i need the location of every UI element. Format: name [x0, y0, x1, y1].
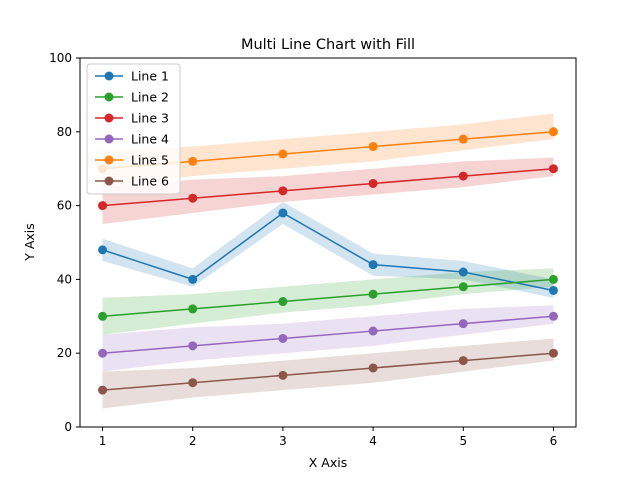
legend-swatch-marker	[104, 155, 114, 165]
line-5-point	[368, 142, 378, 152]
line-4-point	[98, 348, 108, 358]
line-1-point	[188, 274, 198, 284]
line-2-point	[548, 274, 558, 284]
line-1-band	[102, 201, 554, 298]
line-1-point	[368, 260, 378, 270]
line-3-point	[458, 171, 468, 181]
line-1-point	[458, 267, 468, 277]
line-3-point	[548, 164, 558, 174]
line-5-point	[458, 134, 468, 144]
x-tick-label: 1	[99, 434, 107, 448]
line-1-point	[278, 208, 288, 218]
line-3-point	[98, 201, 108, 211]
line-4-point	[458, 319, 468, 329]
line-6-point	[548, 348, 558, 358]
legend-item-line-1: Line 1	[95, 69, 169, 84]
line-6-point	[188, 378, 198, 388]
x-tick-label: 6	[550, 434, 558, 448]
line-4-point	[548, 311, 558, 321]
y-tick-label: 60	[57, 199, 72, 213]
x-tick-label: 3	[279, 434, 287, 448]
line-6-point	[458, 356, 468, 366]
y-tick-label: 40	[57, 272, 72, 286]
legend-item-line-6: Line 6	[95, 174, 169, 189]
legend-label: Line 1	[131, 69, 169, 84]
y-tick-label: 80	[57, 125, 72, 139]
legend-label: Line 2	[131, 90, 169, 105]
line-5-point	[278, 149, 288, 159]
series-points	[98, 127, 558, 395]
legend-swatch-marker	[104, 92, 114, 102]
line-1-point	[548, 285, 558, 295]
line-2-point	[98, 311, 108, 321]
legend-label: Line 4	[131, 132, 169, 147]
line-6-point	[278, 370, 288, 380]
line-5-point	[188, 156, 198, 166]
legend-item-line-3: Line 3	[95, 111, 169, 126]
line-1-point	[98, 245, 108, 255]
y-tick-label: 20	[57, 346, 72, 360]
legend-swatch-marker	[104, 134, 114, 144]
legend-swatch-marker	[104, 113, 114, 123]
line-4-line	[102, 315, 554, 354]
line-2-point	[368, 289, 378, 299]
chart-title: Multi Line Chart with Fill	[241, 37, 415, 53]
line-3-point	[188, 193, 198, 203]
legend-label: Line 3	[131, 111, 169, 126]
line-6-band	[102, 338, 554, 409]
line-3-band	[102, 157, 554, 225]
legend-label: Line 5	[131, 153, 169, 168]
line-5-point	[548, 127, 558, 137]
line-4-band	[102, 305, 554, 372]
plot-frame	[79, 57, 577, 428]
y-tick-label: 0	[64, 420, 72, 434]
series-lines	[102, 131, 554, 391]
x-axis-label: X Axis	[309, 455, 347, 470]
legend-swatch-marker	[104, 176, 114, 186]
y-tick-label: 100	[49, 51, 72, 65]
legend: Line 1 Line 2 Line 3 Line 4 Line 5 Line 6	[86, 63, 181, 195]
x-tick-label: 4	[369, 434, 377, 448]
line-4-point	[368, 326, 378, 336]
x-axis-ticks: 1 2 3 4 5 6	[99, 427, 558, 448]
line-6-line	[102, 352, 554, 391]
legend-item-line-5: Line 5	[95, 153, 169, 168]
line-2-point	[278, 297, 288, 307]
line-6-point	[368, 363, 378, 373]
legend-label: Line 6	[131, 174, 169, 189]
line-3-line	[102, 167, 554, 207]
y-axis-ticks: 0 20 40 60 80 100	[49, 51, 80, 434]
x-tick-label: 5	[459, 434, 467, 448]
line-6-point	[98, 385, 108, 395]
line-2-band	[102, 268, 554, 335]
line-2-point	[188, 304, 198, 314]
y-axis-label: Y Axis	[22, 223, 37, 262]
legend-swatch-marker	[104, 71, 114, 81]
line-4-point	[188, 341, 198, 351]
x-tick-label: 2	[189, 434, 197, 448]
confidence-bands	[102, 113, 554, 409]
legend-item-line-4: Line 4	[95, 132, 169, 147]
line-2-line	[102, 278, 554, 318]
line-3-point	[368, 178, 378, 188]
line-2-point	[458, 282, 468, 292]
line-3-point	[278, 186, 288, 196]
line-1-line	[102, 212, 554, 292]
line-4-point	[278, 333, 288, 343]
legend-item-line-2: Line 2	[95, 90, 169, 105]
